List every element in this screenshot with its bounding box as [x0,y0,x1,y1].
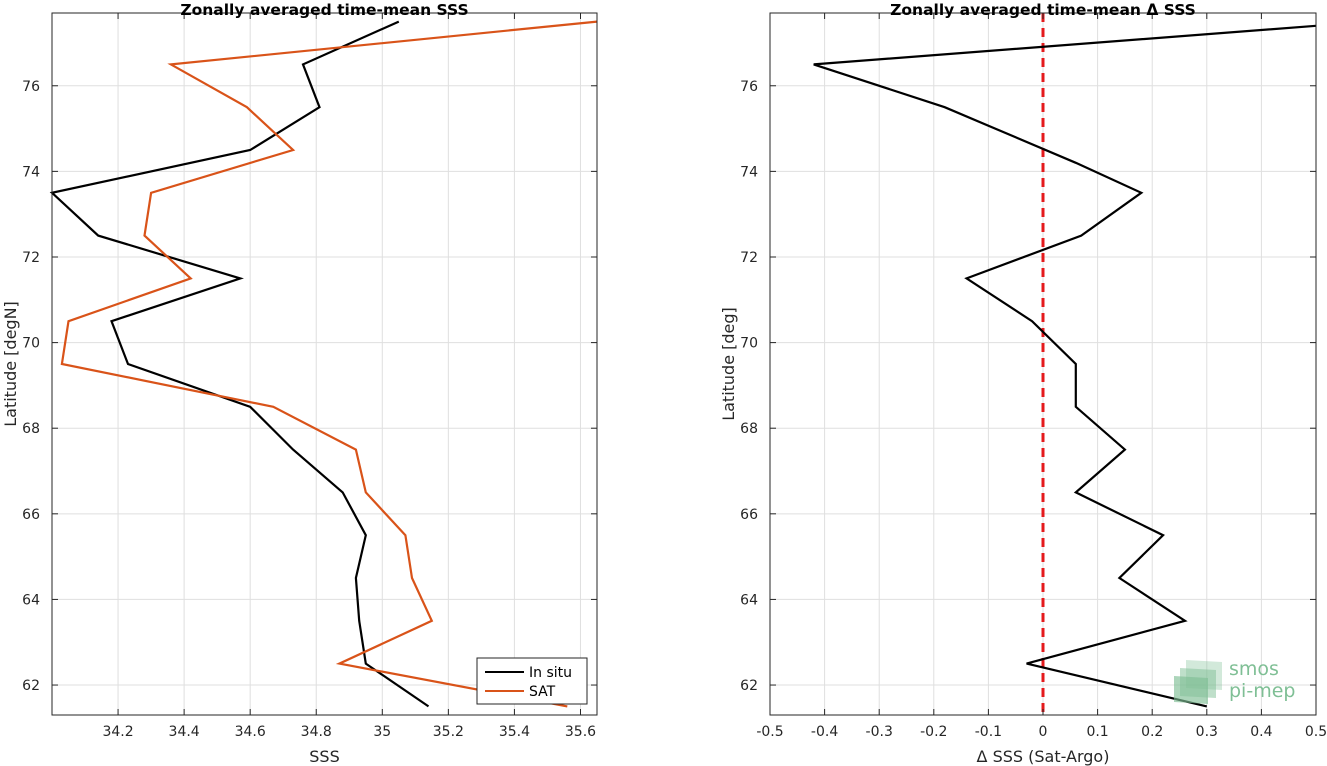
axes-frame [51,12,598,716]
y-tick-label: 62 [22,678,40,694]
y-tick-label: 68 [22,421,40,437]
logo-text-smos: smos [1229,658,1279,680]
x-tick-label: 34.6 [235,724,266,740]
x-tick-label: 0.1 [1086,724,1108,740]
x-tick-label: -0.4 [811,724,838,740]
chart-panel-sss: 34.2 34.4 34.6 34.8 35 35.2 35.4 35.6 62 64 66 68 70… [1,1,598,766]
x-tick-label: 0 [1039,724,1048,740]
y-axis-label: Latitude [degN] [1,301,20,427]
x-tick-label: -0.2 [920,724,947,740]
grid-lines [52,13,597,715]
x-tick-label: -0.5 [756,724,783,740]
legend[interactable]: In situ SAT [476,657,588,705]
smos-pimep-logo: smos pi-mep [1174,658,1295,704]
y-axis-label: Latitude [deg] [719,307,738,421]
y-tick-label: 76 [740,79,758,95]
y-tick-label: 64 [22,592,40,608]
x-tick-label: 35.2 [433,724,464,740]
y-tick-label: 74 [740,164,758,180]
logo-waves-icon [1174,660,1222,704]
legend-box [476,657,588,705]
delta-sss-series-line [813,24,1317,708]
x-tick-label: -0.3 [866,724,893,740]
series-layer [49,20,598,708]
x-tick-label: 35.4 [499,724,530,740]
x-tick-label: -0.1 [975,724,1002,740]
legend-label-sat: SAT [529,684,556,700]
x-tick-label: 34.2 [102,724,133,740]
series-layer [813,24,1317,708]
y-tick-label: 72 [22,250,40,266]
x-tick-label: 0.3 [1196,724,1218,740]
y-tick-label: 74 [22,164,40,180]
x-tick-label: 35 [373,724,391,740]
tick-layer: -0.5 -0.4 -0.3 -0.2 -0.1 0 0.1 0.2 0.3 0.4 0.5 62 64… [740,13,1327,740]
x-tick-label: 0.2 [1141,724,1163,740]
x-axis-label: SSS [309,747,339,766]
logo-wave-shape [1174,676,1208,704]
y-tick-label: 64 [740,592,758,608]
x-axis-label: Δ SSS (Sat-Argo) [977,747,1110,766]
x-tick-label: 0.4 [1250,724,1272,740]
y-tick-label: 70 [22,336,40,352]
y-tick-label: 76 [22,79,40,95]
y-tick-label: 68 [740,421,758,437]
logo-text-pi-mep: pi-mep [1229,680,1295,702]
y-tick-label: 66 [740,507,758,523]
chart-panel-delta-sss: -0.5 -0.4 -0.3 -0.2 -0.1 0 0.1 0.2 0.3 0.4 0.5 62 64… [719,1,1327,766]
sat-series-line [60,20,598,708]
y-tick-label: 70 [740,336,758,352]
x-tick-label: 0.5 [1305,724,1327,740]
y-tick-label: 66 [22,507,40,523]
y-tick-label: 62 [740,678,758,694]
chart-title: Zonally averaged time-mean Δ SSS [890,1,1196,19]
chart-title: Zonally averaged time-mean SSS [180,1,468,19]
x-tick-label: 34.4 [169,724,200,740]
x-tick-label: 34.8 [301,724,332,740]
in-situ-series-line [49,20,430,708]
y-tick-label: 72 [740,250,758,266]
x-tick-label: 35.6 [565,724,596,740]
tick-layer: 34.2 34.4 34.6 34.8 35 35.2 35.4 35.6 62 64 66 68 70… [22,13,597,740]
legend-label-in-situ: In situ [529,665,572,681]
